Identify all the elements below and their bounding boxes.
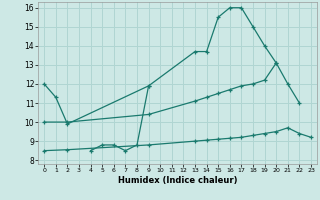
X-axis label: Humidex (Indice chaleur): Humidex (Indice chaleur): [118, 176, 237, 185]
